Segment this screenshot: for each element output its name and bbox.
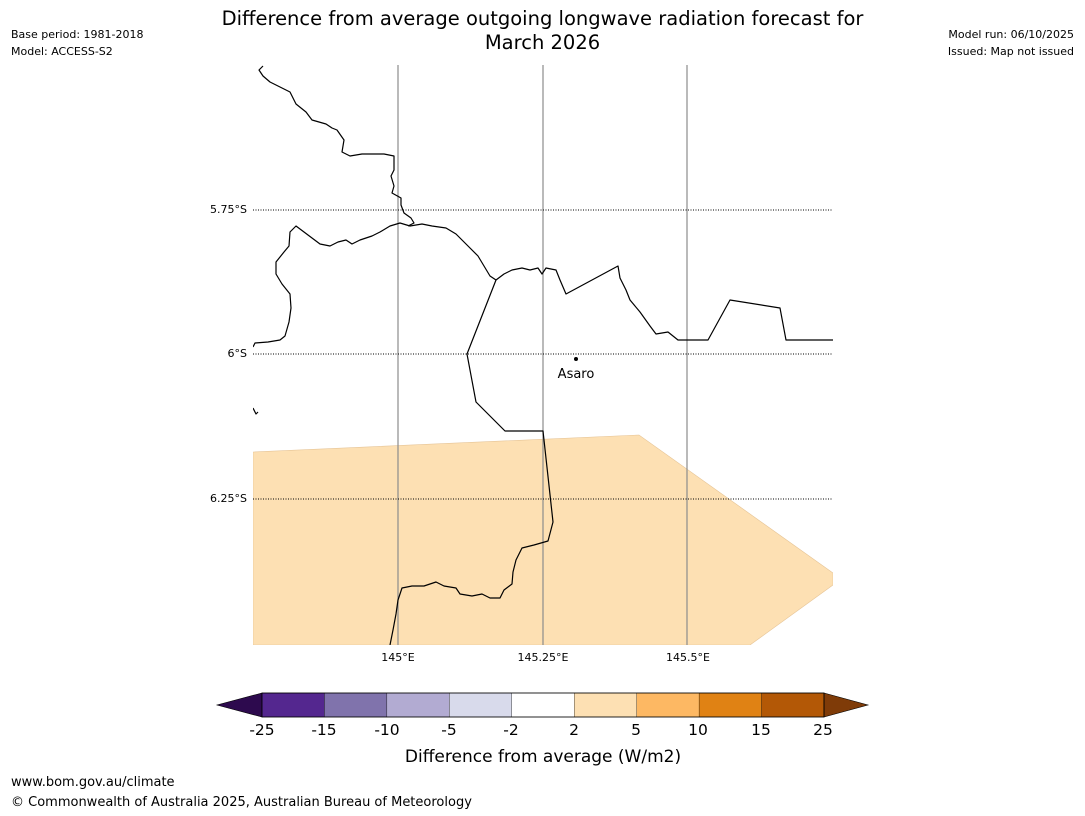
header-right-info: Model run: 06/10/2025 Issued: Map not is…	[948, 26, 1074, 60]
colorbar-tick-label: -10	[374, 721, 399, 739]
colorbar-swatch	[449, 692, 512, 718]
colorbar-swatch	[761, 692, 825, 718]
colorbar-swatch	[574, 692, 637, 718]
colorbar-outline	[261, 692, 825, 718]
map-panel: Asaro 5.75°S 6°S 6.25°S 145°E 145.25°E 1…	[210, 65, 833, 664]
boundary-line	[258, 65, 415, 227]
asaro-point	[574, 357, 578, 361]
footer-url: www.bom.gov.au/climate	[11, 775, 175, 790]
lon-label: 145.25°E	[518, 651, 569, 664]
colorbar: -25 -15 -10 -5 -2 2 5 10 15 25 Differenc…	[215, 692, 870, 767]
base-period-text: Base period: 1981-2018	[11, 28, 144, 41]
colorbar-label: Difference from average (W/m2)	[405, 747, 681, 767]
lat-label: 6.25°S	[210, 492, 247, 505]
lon-label: 145°E	[381, 651, 414, 664]
colorbar-tick-label: 10	[688, 721, 708, 739]
colorbar-tick-label: -5	[441, 721, 456, 739]
model-run-text: Model run: 06/10/2025	[948, 28, 1074, 41]
colorbar-tick-label: -25	[249, 721, 274, 739]
map-title: Difference from average outgoing longwav…	[0, 7, 1085, 55]
boundary-line	[389, 279, 554, 645]
issued-text: Issued: Map not issued	[947, 45, 1074, 58]
colorbar-tick-labels: -25 -15 -10 -5 -2 2 5 10 15 25	[249, 721, 833, 739]
colorbar-swatches	[215, 692, 870, 718]
colorbar-swatch	[698, 692, 762, 718]
province-boundaries	[253, 65, 833, 645]
lat-label: 6°S	[228, 347, 247, 360]
colorbar-tick-label: -15	[311, 721, 336, 739]
colorbar-tick-label: 2	[569, 721, 579, 739]
boundary-line	[253, 407, 259, 415]
model-text: Model: ACCESS-S2	[11, 45, 113, 58]
lon-label: 145.5°E	[666, 651, 710, 664]
header-left-info: Base period: 1981-2018 Model: ACCESS-S2	[11, 26, 143, 60]
lat-label: 5.75°S	[210, 203, 247, 216]
colorbar-swatch	[511, 692, 575, 718]
colorbar-swatch	[261, 692, 325, 718]
colorbar-tick-label: 5	[631, 721, 641, 739]
colorbar-swatch	[324, 692, 388, 718]
map-title-line2: March 2026	[484, 31, 601, 54]
colorbar-tick-label: 15	[751, 721, 771, 739]
colorbar-tick-label: -2	[503, 721, 518, 739]
colorbar-extend-high	[823, 692, 870, 718]
footer-copyright: © Commonwealth of Australia 2025, Austra…	[11, 795, 472, 810]
colorbar-swatch	[636, 692, 700, 718]
colorbar-extend-low	[215, 692, 263, 718]
map-content	[253, 65, 833, 645]
map-title-line1: Difference from average outgoing longwav…	[221, 7, 864, 30]
colorbar-tick-label: 25	[813, 721, 833, 739]
boundary-line	[253, 222, 833, 348]
asaro-label: Asaro	[558, 367, 595, 382]
colorbar-swatch	[386, 692, 450, 718]
